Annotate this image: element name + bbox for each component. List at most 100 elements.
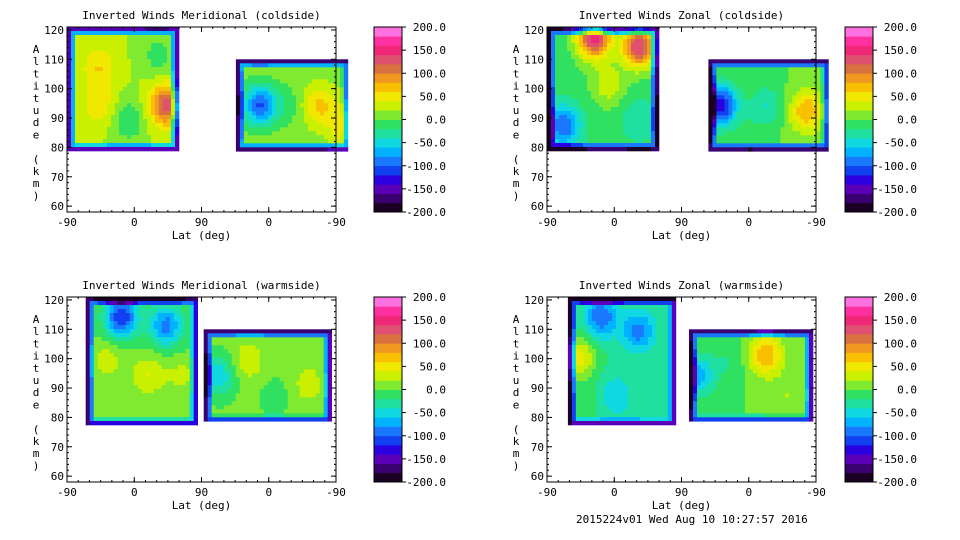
- heatmap-cell: [563, 87, 568, 92]
- heatmap-cell: [339, 111, 345, 116]
- heatmap-cell: [303, 341, 308, 346]
- heatmap-cell: [103, 147, 108, 152]
- heatmap-cell: [129, 345, 134, 350]
- heatmap-cell: [627, 71, 632, 76]
- heatmap-cell: [587, 95, 592, 100]
- heatmap-cell: [583, 59, 588, 64]
- heatmap-cell: [732, 119, 737, 124]
- heatmap-cell: [756, 87, 761, 92]
- heatmap-cell: [243, 147, 249, 152]
- colorbar-swatch: [845, 193, 873, 204]
- heatmap-cell: [149, 393, 154, 398]
- heatmap-cell: [149, 417, 154, 422]
- colorbar-swatch: [845, 147, 873, 157]
- heatmap-cell: [75, 111, 80, 116]
- heatmap-cell: [563, 103, 568, 108]
- heatmap-cell: [748, 59, 753, 64]
- y-tick-label: 90: [531, 112, 544, 125]
- heatmap-cell: [211, 413, 216, 418]
- heatmap-cell: [169, 349, 174, 354]
- heatmap-cell: [583, 127, 588, 132]
- heatmap-cell: [291, 365, 296, 370]
- heatmap-cell: [251, 377, 256, 382]
- heatmap-cell: [123, 59, 128, 64]
- heatmap-cell: [113, 297, 118, 302]
- heatmap-cell: [323, 103, 329, 108]
- heatmap-cell: [75, 43, 80, 48]
- heatmap-cell: [780, 83, 785, 88]
- heatmap-cell: [161, 365, 166, 370]
- heatmap-cell: [157, 389, 162, 394]
- heatmap-cell: [283, 95, 289, 100]
- heatmap-cell: [716, 95, 721, 100]
- heatmap-cell: [824, 63, 829, 68]
- heatmap-cell: [551, 27, 556, 32]
- heatmap-cell: [651, 79, 656, 84]
- heatmap-cell: [752, 75, 757, 80]
- heatmap-cell: [283, 103, 289, 108]
- heatmap-cell: [279, 59, 285, 64]
- heatmap-cell: [283, 115, 289, 120]
- heatmap-cell: [97, 389, 102, 394]
- heatmap-cell: [165, 397, 170, 402]
- heatmap-cell: [627, 39, 632, 44]
- heatmap-cell: [155, 139, 160, 144]
- heatmap-cell: [143, 39, 148, 44]
- heatmap-cell: [167, 119, 172, 124]
- heatmap-cell: [792, 99, 797, 104]
- heatmap-cell: [271, 115, 277, 120]
- heatmap-cell: [603, 43, 608, 48]
- heatmap-cell: [812, 95, 817, 100]
- x-tick-label: 0: [611, 216, 618, 229]
- heatmap-cell: [311, 143, 317, 148]
- heatmap-cell: [275, 123, 281, 128]
- heatmap-cell: [728, 143, 733, 148]
- heatmap-cell: [708, 131, 713, 136]
- heatmap-cell: [121, 325, 126, 330]
- heatmap-cell: [720, 135, 725, 140]
- heatmap-cell: [323, 59, 329, 64]
- heatmap-cell: [591, 99, 596, 104]
- heatmap-cell: [307, 349, 312, 354]
- heatmap-cell: [748, 103, 753, 108]
- heatmap-cell: [728, 83, 733, 88]
- heatmap-cell: [567, 79, 572, 84]
- heatmap-cell: [85, 345, 90, 350]
- heatmap-cell: [339, 143, 345, 148]
- heatmap-cell: [295, 67, 301, 72]
- heatmap-cell: [623, 99, 628, 104]
- heatmap-cell: [251, 63, 257, 68]
- heatmap-cell: [295, 413, 300, 418]
- heatmap-cell: [279, 381, 284, 386]
- heatmap-cell: [143, 103, 148, 108]
- heatmap-cell: [583, 43, 588, 48]
- heatmap-cell: [133, 321, 138, 326]
- heatmap-cell: [788, 115, 793, 120]
- heatmap-cell: [177, 297, 182, 302]
- heatmap-cell: [145, 329, 150, 334]
- heatmap-cell: [207, 373, 212, 378]
- heatmap-cell: [123, 87, 128, 92]
- heatmap-cell: [776, 139, 781, 144]
- heatmap-cell: [331, 91, 337, 96]
- heatmap-cell: [137, 361, 142, 366]
- heatmap-cell: [595, 71, 600, 76]
- heatmap-cell: [748, 143, 753, 148]
- heatmap-cell: [808, 91, 813, 96]
- heatmap-cell: [804, 131, 809, 136]
- heatmap-cell: [203, 357, 208, 362]
- heatmap-cell: [263, 341, 268, 346]
- heatmap-cell: [744, 143, 749, 148]
- heatmap-cell: [119, 107, 124, 112]
- heatmap-cell: [603, 139, 608, 144]
- heatmap-cell: [231, 393, 236, 398]
- heatmap-cell: [119, 75, 124, 80]
- heatmap-cell: [299, 401, 304, 406]
- heatmap-cell: [223, 337, 228, 342]
- heatmap-cell: [331, 67, 337, 72]
- heatmap-cell: [724, 123, 729, 128]
- heatmap-cell: [95, 147, 100, 152]
- heatmap-cell: [153, 369, 158, 374]
- heatmap-cell: [559, 143, 564, 148]
- heatmap-cell: [267, 369, 272, 374]
